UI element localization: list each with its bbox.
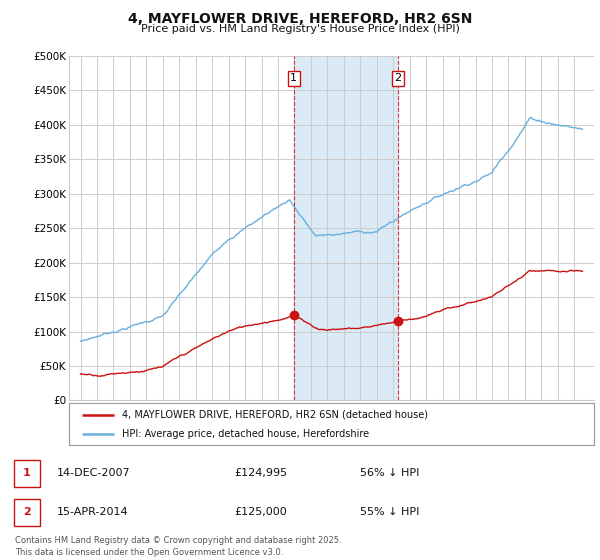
- Text: 4, MAYFLOWER DRIVE, HEREFORD, HR2 6SN: 4, MAYFLOWER DRIVE, HEREFORD, HR2 6SN: [128, 12, 472, 26]
- Text: 56% ↓ HPI: 56% ↓ HPI: [360, 468, 419, 478]
- Text: Price paid vs. HM Land Registry's House Price Index (HPI): Price paid vs. HM Land Registry's House …: [140, 24, 460, 34]
- Text: £124,995: £124,995: [234, 468, 287, 478]
- Text: Contains HM Land Registry data © Crown copyright and database right 2025.
This d: Contains HM Land Registry data © Crown c…: [15, 536, 341, 557]
- Bar: [294, 56, 398, 400]
- Text: 1: 1: [23, 468, 31, 478]
- Text: 2: 2: [23, 507, 31, 517]
- Text: 15-APR-2014: 15-APR-2014: [57, 507, 128, 517]
- Text: 1: 1: [290, 73, 298, 83]
- Text: 55% ↓ HPI: 55% ↓ HPI: [360, 507, 419, 517]
- Text: HPI: Average price, detached house, Herefordshire: HPI: Average price, detached house, Here…: [121, 429, 368, 439]
- Text: 4, MAYFLOWER DRIVE, HEREFORD, HR2 6SN (detached house): 4, MAYFLOWER DRIVE, HEREFORD, HR2 6SN (d…: [121, 409, 427, 419]
- Text: £125,000: £125,000: [234, 507, 287, 517]
- Text: 14-DEC-2007: 14-DEC-2007: [57, 468, 131, 478]
- Text: 2: 2: [394, 73, 401, 83]
